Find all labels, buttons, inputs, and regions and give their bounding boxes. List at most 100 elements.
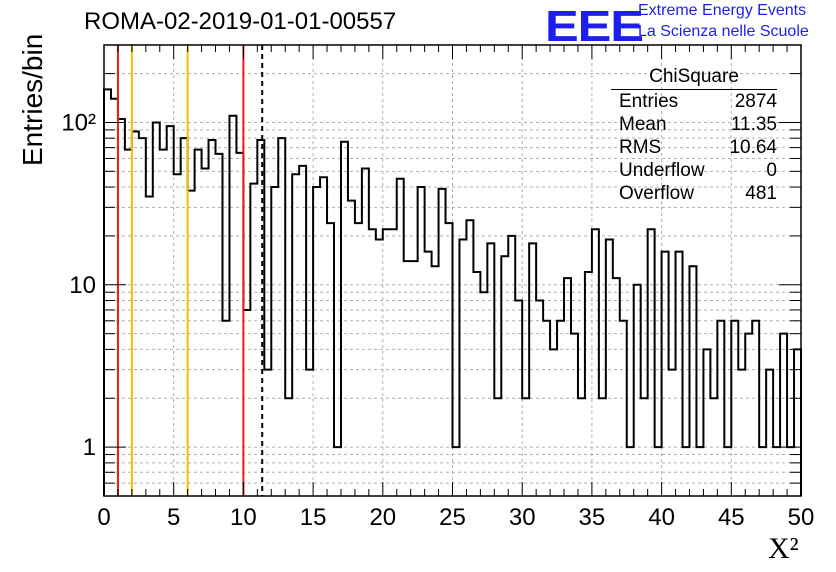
histogram-bin xyxy=(662,252,669,496)
stats-value: 0 xyxy=(766,160,777,181)
histogram-bin xyxy=(794,349,801,496)
y-tick-label: 10 xyxy=(69,272,96,299)
histogram-bin xyxy=(209,140,216,496)
histogram-bin xyxy=(306,370,313,496)
histogram-bin xyxy=(752,321,759,496)
chart-title: ROMA-02-2019-01-01-00557 xyxy=(84,8,397,35)
histogram-bin xyxy=(418,187,425,496)
histogram-bin xyxy=(571,334,578,496)
histogram-bin xyxy=(648,229,655,496)
x-tick-label: 20 xyxy=(369,504,396,531)
histogram-bin xyxy=(125,150,132,496)
stats-value: 11.35 xyxy=(730,114,777,135)
histogram-bin xyxy=(320,177,327,496)
x-axis-label: X² xyxy=(768,532,799,565)
histogram-bin xyxy=(550,349,557,496)
x-tick-label: 0 xyxy=(97,504,110,531)
histogram-bin xyxy=(243,310,250,496)
y-tick-label: 1 xyxy=(83,434,96,461)
x-tick-label: 10 xyxy=(230,504,257,531)
histogram-bin xyxy=(439,189,446,496)
eee-logo: EEE xyxy=(545,2,644,51)
histogram-bin xyxy=(146,196,153,496)
stats-row-rms: RMS 10.64 xyxy=(611,136,777,159)
histogram-bin xyxy=(703,349,710,496)
histogram-bin xyxy=(376,240,383,496)
stats-value: 2874 xyxy=(734,91,777,112)
histogram-line xyxy=(103,88,802,496)
stats-row-entries: Entries 2874 xyxy=(611,90,777,113)
stats-box: ChiSquare Entries 2874 Mean 11.35 RMS 10… xyxy=(611,66,777,205)
x-tick-label: 15 xyxy=(300,504,327,531)
histogram-bin xyxy=(278,138,285,496)
histogram-bin xyxy=(271,187,278,496)
histogram-bin xyxy=(222,321,229,496)
logo-line-2: La Scienza nelle Scuole xyxy=(638,23,809,40)
histogram-bin xyxy=(425,252,432,496)
x-tick-label: 35 xyxy=(579,504,606,531)
histogram-bin xyxy=(459,240,466,496)
histogram-bin xyxy=(174,174,181,496)
stats-row-mean: Mean 11.35 xyxy=(611,113,777,136)
histogram-bin xyxy=(327,223,334,496)
histogram-bin xyxy=(383,229,390,496)
histogram-bin xyxy=(669,370,676,496)
stats-row-underflow: Underflow 0 xyxy=(611,159,777,182)
histogram-bin xyxy=(543,321,550,496)
histogram-bin xyxy=(153,122,160,496)
histogram-bin xyxy=(606,240,613,496)
histogram-bin xyxy=(188,191,195,496)
histogram-bin xyxy=(236,153,243,496)
histogram-bin xyxy=(348,201,355,496)
stats-row-overflow: Overflow 481 xyxy=(611,182,777,205)
histogram-bin xyxy=(390,229,397,496)
stats-label: Mean xyxy=(619,114,667,135)
x-tick-label: 5 xyxy=(167,504,180,531)
histogram-bin xyxy=(397,179,404,496)
histogram-bin xyxy=(250,184,257,496)
histogram-bin xyxy=(341,142,348,496)
histogram-bin xyxy=(257,140,264,496)
histogram-bin xyxy=(195,150,202,496)
histogram-bin xyxy=(118,119,125,496)
histogram-bin xyxy=(355,223,362,496)
histogram-bin xyxy=(480,292,487,496)
y-tick-label: 10² xyxy=(61,109,96,136)
histogram-bin xyxy=(264,370,271,496)
histogram-bin xyxy=(634,285,641,496)
histogram-bin xyxy=(731,321,738,496)
histogram-bin xyxy=(766,370,773,496)
stats-value: 481 xyxy=(745,183,777,204)
stats-label: Overflow xyxy=(619,183,694,204)
x-tick-label: 30 xyxy=(509,504,536,531)
stats-label: RMS xyxy=(619,137,662,158)
y-axis-label: Entries/bin xyxy=(17,33,48,166)
histogram-bin xyxy=(446,223,453,496)
histogram-bin xyxy=(411,261,418,496)
x-tick-label: 45 xyxy=(718,504,745,531)
histogram-bin xyxy=(592,229,599,496)
histogram-bin xyxy=(216,154,223,496)
histogram-bin xyxy=(738,370,745,496)
x-tick-label: 40 xyxy=(648,504,675,531)
histogram-bin xyxy=(780,334,787,496)
logo-line-1: Extreme Energy Events xyxy=(638,2,807,19)
histogram-bin xyxy=(139,138,146,496)
stats-label: Entries xyxy=(619,91,679,112)
x-tick-label: 25 xyxy=(439,504,466,531)
histogram-bin xyxy=(745,334,752,496)
histogram-bin xyxy=(229,116,236,496)
histogram-bin xyxy=(676,252,683,496)
histogram-bin xyxy=(508,236,515,496)
histogram-bin xyxy=(160,150,167,496)
histogram-bin xyxy=(313,187,320,496)
histogram-bin xyxy=(292,174,299,496)
histogram-bin xyxy=(620,321,627,496)
histogram-bin xyxy=(369,229,376,496)
stats-title: ChiSquare xyxy=(611,66,777,90)
histogram-bin xyxy=(404,261,411,496)
histogram-bin xyxy=(132,131,139,496)
histogram-bin xyxy=(717,321,724,496)
histogram-bin xyxy=(167,126,174,496)
